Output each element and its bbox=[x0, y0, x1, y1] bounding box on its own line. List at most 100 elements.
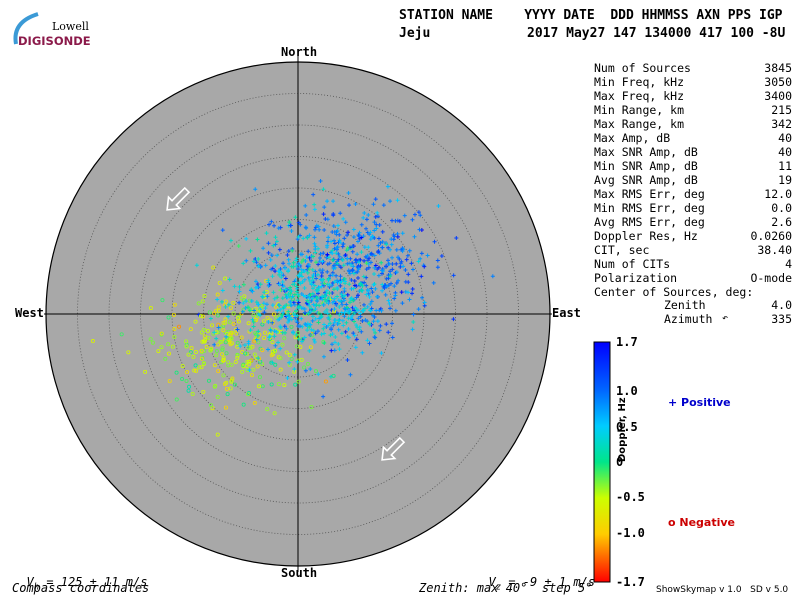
source-point-positive bbox=[303, 368, 308, 373]
source-point-negative bbox=[260, 322, 265, 327]
source-point-positive bbox=[354, 295, 359, 300]
source-point-negative bbox=[126, 350, 131, 355]
source-point-positive bbox=[355, 293, 360, 298]
source-point-negative bbox=[172, 334, 177, 339]
source-point-positive bbox=[299, 316, 304, 321]
source-point-positive bbox=[330, 332, 335, 337]
source-point-positive bbox=[336, 342, 341, 347]
source-point-negative bbox=[223, 405, 228, 410]
source-point-negative bbox=[233, 359, 238, 364]
source-point-positive bbox=[330, 258, 335, 263]
source-point-positive bbox=[336, 298, 341, 303]
source-point-positive bbox=[311, 254, 316, 259]
source-point-positive bbox=[269, 219, 274, 224]
source-point-positive bbox=[372, 271, 377, 276]
source-point-positive bbox=[247, 367, 252, 372]
stat-value: 3400 bbox=[764, 89, 792, 103]
source-point-positive bbox=[289, 317, 294, 322]
source-point-positive bbox=[299, 339, 304, 344]
stat-row: Min SNR Amp, dB 11 bbox=[594, 159, 792, 173]
source-point-negative bbox=[257, 375, 262, 380]
source-point-negative bbox=[223, 340, 228, 345]
source-point-negative bbox=[193, 349, 198, 354]
source-point-positive bbox=[315, 329, 320, 334]
source-point-positive bbox=[333, 335, 338, 340]
source-point-positive bbox=[380, 239, 385, 244]
source-point-negative bbox=[214, 349, 219, 354]
source-point-positive bbox=[311, 273, 316, 278]
source-point-positive bbox=[372, 253, 377, 258]
source-point-negative bbox=[198, 314, 203, 319]
source-point-positive bbox=[303, 259, 308, 264]
source-point-positive bbox=[273, 269, 278, 274]
source-point-positive bbox=[386, 245, 391, 250]
source-point-positive bbox=[336, 318, 341, 323]
source-point-positive bbox=[367, 256, 372, 261]
source-point-positive bbox=[324, 324, 329, 329]
source-point-positive bbox=[321, 283, 326, 288]
source-point-positive bbox=[345, 233, 350, 238]
source-point-positive bbox=[253, 187, 258, 192]
source-point-positive bbox=[299, 259, 304, 264]
source-point-positive bbox=[356, 316, 361, 321]
source-point-positive bbox=[315, 296, 320, 301]
source-point-positive bbox=[301, 306, 306, 311]
source-point-positive bbox=[378, 240, 383, 245]
source-point-positive bbox=[364, 226, 369, 231]
source-point-positive bbox=[304, 254, 309, 259]
source-point-positive bbox=[307, 325, 312, 330]
source-point-positive bbox=[359, 250, 364, 255]
source-point-positive bbox=[314, 287, 319, 292]
source-point-positive bbox=[332, 241, 337, 246]
source-point-positive bbox=[281, 310, 286, 315]
source-point-negative bbox=[321, 339, 326, 344]
source-point-positive bbox=[336, 327, 341, 332]
source-point-negative bbox=[231, 300, 236, 305]
source-point-negative bbox=[271, 312, 276, 317]
source-point-positive bbox=[265, 294, 270, 299]
source-point-positive bbox=[359, 222, 364, 227]
source-point-negative bbox=[172, 326, 177, 331]
source-point-positive bbox=[335, 322, 340, 327]
source-point-positive bbox=[351, 264, 356, 269]
source-point-positive bbox=[295, 313, 300, 318]
stat-value: 2.6 bbox=[771, 215, 792, 229]
source-point-positive bbox=[360, 350, 365, 355]
source-point-positive bbox=[321, 354, 326, 359]
stat-value: 342 bbox=[771, 117, 792, 131]
source-point-positive bbox=[296, 294, 301, 299]
source-point-positive bbox=[320, 259, 325, 264]
source-point-negative bbox=[239, 335, 244, 340]
stat-value: 4 bbox=[785, 257, 792, 271]
source-point-positive bbox=[300, 280, 305, 285]
source-point-negative bbox=[269, 353, 274, 358]
source-point-negative bbox=[232, 382, 237, 387]
source-point-positive bbox=[294, 264, 299, 269]
source-point-positive bbox=[364, 275, 369, 280]
source-point-positive bbox=[285, 320, 290, 325]
source-point-negative bbox=[150, 340, 155, 345]
source-point-positive bbox=[194, 263, 199, 268]
source-point-positive bbox=[287, 288, 292, 293]
source-point-negative bbox=[208, 348, 213, 353]
source-point-positive bbox=[307, 233, 312, 238]
source-point-negative bbox=[276, 382, 281, 387]
source-point-positive bbox=[346, 230, 351, 235]
source-point-positive bbox=[330, 342, 335, 347]
source-point-positive bbox=[318, 251, 323, 256]
source-point-positive bbox=[273, 235, 278, 240]
source-point-positive bbox=[317, 227, 322, 232]
source-point-positive bbox=[296, 261, 301, 266]
source-point-positive bbox=[310, 291, 315, 296]
source-point-positive bbox=[386, 330, 391, 335]
source-point-negative bbox=[248, 346, 253, 351]
source-point-positive bbox=[373, 330, 378, 335]
source-point-positive bbox=[306, 249, 311, 254]
source-point-positive bbox=[316, 320, 321, 325]
source-point-positive bbox=[287, 313, 292, 318]
source-point-negative bbox=[228, 386, 233, 391]
source-point-positive bbox=[335, 294, 340, 299]
source-point-positive bbox=[262, 290, 267, 295]
source-point-positive bbox=[324, 255, 329, 260]
source-point-positive bbox=[321, 251, 326, 256]
